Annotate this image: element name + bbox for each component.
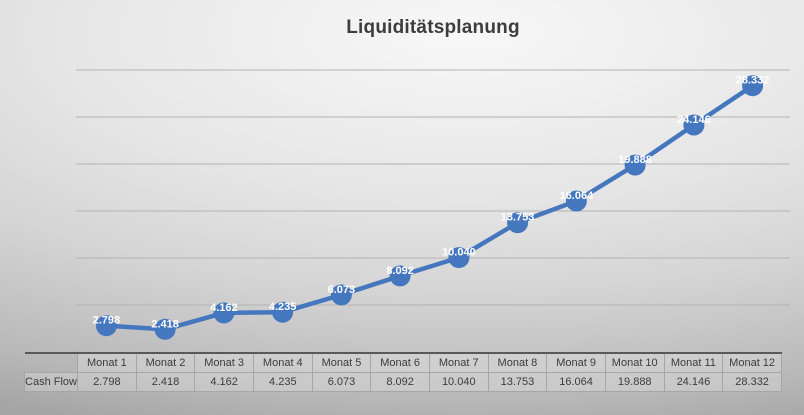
table-col-header: Monat 4 <box>252 352 313 373</box>
table-col-header: Monat 8 <box>487 352 548 373</box>
table-cell: 8.092 <box>370 372 430 392</box>
table-col-header: Monat 2 <box>135 352 196 373</box>
data-point-marker[interactable] <box>683 114 705 136</box>
data-point-marker[interactable] <box>154 318 176 340</box>
table-col-header: Monat 5 <box>311 352 372 373</box>
table-cell: 4.235 <box>252 372 313 392</box>
chart-title: Liquiditätsplanung <box>346 17 520 38</box>
series-line-cash-flow[interactable] <box>104 83 755 332</box>
table-cell: 13.753 <box>487 372 548 392</box>
data-point-label: 10.040 <box>442 247 476 259</box>
table-cell: 24.146 <box>663 372 724 392</box>
data-point-marker[interactable] <box>565 190 587 212</box>
data-point-label: 2.418 <box>151 318 179 330</box>
data-point-marker[interactable] <box>95 315 117 337</box>
table-value-row: Cash Flow 2.798 2.418 4.162 4.235 6.073 8.092… <box>24 372 782 392</box>
table-col-header: Monat 9 <box>546 352 606 373</box>
data-point-marker[interactable] <box>213 302 235 324</box>
data-point-label: 4.235 <box>269 301 297 313</box>
data-point-label: 16.064 <box>560 190 595 202</box>
data-point-label: 6.073 <box>328 284 356 296</box>
data-point-marker[interactable] <box>272 301 294 323</box>
data-point-label: 8.092 <box>386 265 414 277</box>
data-point-label: 19.888 <box>618 154 652 166</box>
table-col-header: Monat 6 <box>370 352 430 373</box>
table-cell: 10.040 <box>428 372 489 392</box>
table-corner-cell <box>24 352 78 373</box>
table-col-header: Monat 11 <box>663 352 724 373</box>
data-point-label: 4.162 <box>210 302 238 314</box>
table-row-label: Cash Flow <box>24 372 78 392</box>
data-point-marker[interactable] <box>507 212 529 234</box>
table-cell: 6.073 <box>311 372 372 392</box>
table-col-header: Monat 1 <box>77 352 137 373</box>
chart-data-table: Monat 1 Monat 2 Monat 3 Monat 4 Monat 5 Monat… <box>24 352 782 392</box>
table-cell: 4.162 <box>194 372 254 392</box>
table-col-header: Monat 12 <box>722 352 782 373</box>
data-point-marker[interactable] <box>448 247 470 269</box>
table-col-header: Monat 10 <box>604 352 665 373</box>
table-col-header: Monat 7 <box>428 352 489 373</box>
table-cell: 19.888 <box>604 372 665 392</box>
table-cell: 2.798 <box>77 372 137 392</box>
table-header-row: Monat 1 Monat 2 Monat 3 Monat 4 Monat 5 Monat… <box>24 352 782 373</box>
data-point-label: 2.798 <box>93 315 121 327</box>
table-col-header: Monat 3 <box>194 352 254 373</box>
data-point-marker[interactable] <box>330 284 352 306</box>
data-point-marker[interactable] <box>389 265 411 287</box>
data-point-marker[interactable] <box>624 154 646 176</box>
data-point-marker[interactable] <box>742 75 764 97</box>
table-cell: 28.332 <box>722 372 782 392</box>
table-cell: 2.418 <box>135 372 196 392</box>
data-point-label: 24.146 <box>677 114 711 126</box>
table-cell: 16.064 <box>546 372 606 392</box>
data-point-label: 13.753 <box>501 212 535 224</box>
data-point-label: 28.332 <box>736 75 770 87</box>
